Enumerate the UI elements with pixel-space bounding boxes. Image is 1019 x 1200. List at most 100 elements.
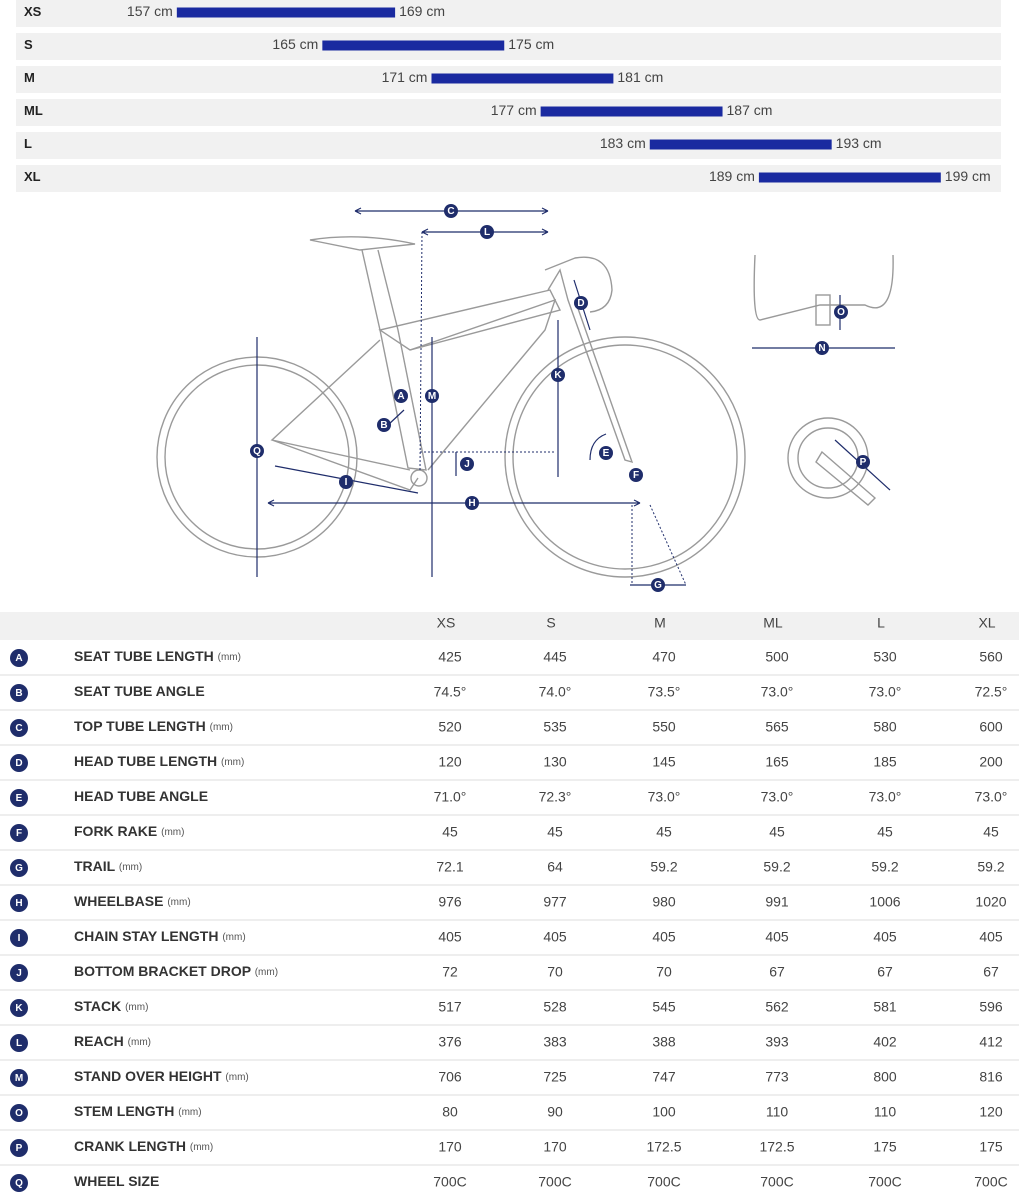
dim-h <box>267 499 641 507</box>
dimension-letter: O <box>837 307 845 318</box>
size-label: ML <box>24 103 43 118</box>
cell-value: 73.0° <box>975 789 1008 805</box>
row-name-text: CRANK LENGTH <box>74 1138 186 1154</box>
row-name: HEAD TUBE LENGTH (mm) <box>74 753 244 769</box>
height-range-bar <box>431 73 614 84</box>
cell-value: 80 <box>442 1104 458 1120</box>
dimension-letter: K <box>554 370 562 381</box>
handlebar <box>544 256 613 313</box>
cell-value: 412 <box>979 1034 1003 1050</box>
row-unit: (mm) <box>222 932 245 943</box>
cell-value: 172.5 <box>646 1139 681 1155</box>
cell-value: 172.5 <box>759 1139 794 1155</box>
row-name: WHEEL SIZE <box>74 1173 159 1189</box>
cell-value: 600 <box>979 719 1003 735</box>
column-header: ML <box>763 615 783 631</box>
row-letter: C <box>15 723 22 734</box>
dimension-badge <box>394 389 408 403</box>
cell-value: 59.2 <box>763 859 790 875</box>
row-letter: L <box>16 1038 22 1049</box>
row-name-text: REACH <box>74 1033 124 1049</box>
row-letter: D <box>15 758 22 769</box>
top-tube <box>378 289 562 351</box>
cell-value: 405 <box>873 929 897 945</box>
column-header: M <box>654 615 666 631</box>
row-name-text: STAND OVER HEIGHT <box>74 1068 222 1084</box>
row-letter: G <box>15 863 23 874</box>
row-name-text: HEAD TUBE ANGLE <box>74 788 208 804</box>
row-badge <box>10 684 28 702</box>
cell-value: 185 <box>873 754 897 770</box>
dimension-badge <box>815 341 829 355</box>
row-badge <box>10 1034 28 1052</box>
row-name: STACK (mm) <box>74 998 148 1014</box>
cell-value: 383 <box>543 1034 567 1050</box>
row-unit: (mm) <box>178 1107 201 1118</box>
dimension-letter: H <box>468 498 475 509</box>
dimension-letter: I <box>345 477 348 488</box>
row-badge <box>10 719 28 737</box>
cell-value: 45 <box>769 824 785 840</box>
cell-value: 747 <box>652 1069 676 1085</box>
column-header: XS <box>437 615 456 631</box>
row-unit: (mm) <box>218 652 241 663</box>
row-badge <box>10 1139 28 1157</box>
row-name: STEM LENGTH (mm) <box>74 1103 202 1119</box>
cell-value: 74.5° <box>434 684 467 700</box>
row-name-text: TOP TUBE LENGTH <box>74 718 206 734</box>
cell-value: 72.1 <box>436 859 463 875</box>
cell-value: 59.2 <box>977 859 1004 875</box>
row-unit: (mm) <box>255 967 278 978</box>
cell-value: 700C <box>974 1174 1007 1190</box>
crank-arm <box>815 450 877 506</box>
row-name-text: WHEEL SIZE <box>74 1173 159 1189</box>
cell-value: 110 <box>766 1104 789 1120</box>
max-height: 193 cm <box>836 135 882 151</box>
row-name-text: HEAD TUBE LENGTH <box>74 753 217 769</box>
cell-value: 59.2 <box>871 859 898 875</box>
cell-value: 45 <box>442 824 458 840</box>
cell-value: 110 <box>874 1104 897 1120</box>
row-unit: (mm) <box>221 757 244 768</box>
dimension-letter: G <box>654 580 662 591</box>
cell-value: 120 <box>438 754 462 770</box>
stem <box>815 294 831 326</box>
dimension-letter: A <box>397 391 404 402</box>
dimension-badge <box>339 475 353 489</box>
row-name-text: STEM LENGTH <box>74 1103 174 1119</box>
dimension-badge <box>599 446 613 460</box>
cell-value: 816 <box>979 1069 1003 1085</box>
row-name: BOTTOM BRACKET DROP (mm) <box>74 963 278 979</box>
dimension-letter: P <box>860 457 867 468</box>
dimension-badge <box>425 389 439 403</box>
row-name: TRAIL (mm) <box>74 858 142 874</box>
dimension-badge <box>551 368 565 382</box>
cell-value: 596 <box>979 999 1003 1015</box>
bike-diagram <box>156 207 895 586</box>
cell-value: 73.0° <box>869 684 902 700</box>
min-height: 157 cm <box>127 3 173 19</box>
size-row <box>16 33 1001 60</box>
row-name: HEAD TUBE ANGLE <box>74 788 208 804</box>
trail-guides <box>631 504 687 586</box>
cell-value: 67 <box>983 964 999 980</box>
dim-n-o <box>752 295 895 349</box>
row-unit: (mm) <box>167 897 190 908</box>
dimension-badge <box>465 496 479 510</box>
size-row <box>16 99 1001 126</box>
cell-value: 530 <box>873 649 897 665</box>
cell-value: 72.3° <box>539 789 572 805</box>
max-height: 181 cm <box>617 69 663 85</box>
row-name: REACH (mm) <box>74 1033 151 1049</box>
min-height: 165 cm <box>272 36 318 52</box>
dimension-badge <box>250 444 264 458</box>
row-badge <box>10 789 28 807</box>
cell-value: 560 <box>979 649 1003 665</box>
height-range-bar <box>758 172 941 183</box>
cell-value: 73.0° <box>648 789 681 805</box>
cell-value: 145 <box>652 754 676 770</box>
cell-value: 45 <box>547 824 563 840</box>
column-header: L <box>877 615 885 631</box>
size-label: XL <box>24 169 41 184</box>
max-height: 187 cm <box>727 102 773 118</box>
